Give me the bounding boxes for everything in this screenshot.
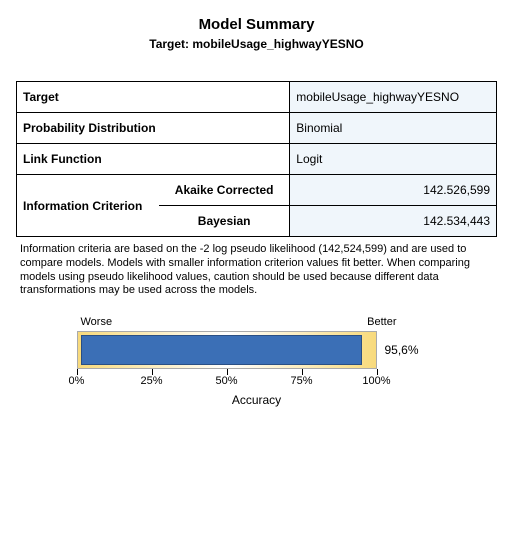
table-row: Target mobileUsage_highwayYESNO	[17, 82, 497, 113]
chart-value-label: 95,6%	[385, 343, 419, 357]
row-value: mobileUsage_highwayYESNO	[290, 82, 497, 113]
page-title: Model Summary	[16, 16, 497, 33]
ic-sub-label: Bayesian	[159, 206, 290, 237]
row-label: Probability Distribution	[17, 113, 290, 144]
chart-tick-label: 0%	[69, 375, 85, 387]
chart-axis-title: Accuracy	[77, 393, 437, 407]
row-value: Logit	[290, 144, 497, 175]
chart-track	[77, 331, 377, 369]
table-row: Probability Distribution Binomial	[17, 113, 497, 144]
row-label: Link Function	[17, 144, 290, 175]
row-value: Binomial	[290, 113, 497, 144]
chart-tick-label: 50%	[215, 375, 237, 387]
row-label: Target	[17, 82, 290, 113]
ic-sub-value: 142.534,443	[290, 206, 497, 237]
chart-tick-label: 75%	[290, 375, 312, 387]
information-criterion-label: Information Criterion	[17, 175, 160, 237]
footnote-text: Information criteria are based on the -2…	[20, 243, 493, 298]
chart-tick-labels: 0%25%50%75%100%	[77, 375, 377, 391]
ic-sub-value: 142.526,599	[290, 175, 497, 206]
table-row: Link Function Logit	[17, 144, 497, 175]
better-label: Better	[367, 316, 396, 328]
ic-sub-label: Akaike Corrected	[159, 175, 290, 206]
page-subtitle: Target: mobileUsage_highwayYESNO	[16, 37, 497, 51]
chart-tick-label: 25%	[140, 375, 162, 387]
worse-label: Worse	[81, 316, 113, 328]
chart-bar	[81, 335, 362, 365]
model-summary-table: Target mobileUsage_highwayYESNO Probabil…	[16, 81, 497, 237]
accuracy-chart: Worse Better 95,6% 0%25%50%75%100% Accur…	[77, 316, 437, 407]
table-row: Information Criterion Akaike Corrected 1…	[17, 175, 497, 206]
chart-tick-label: 100%	[362, 375, 390, 387]
